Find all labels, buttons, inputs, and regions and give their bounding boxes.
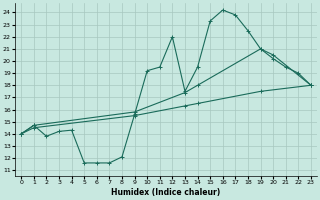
X-axis label: Humidex (Indice chaleur): Humidex (Indice chaleur) [111,188,221,197]
